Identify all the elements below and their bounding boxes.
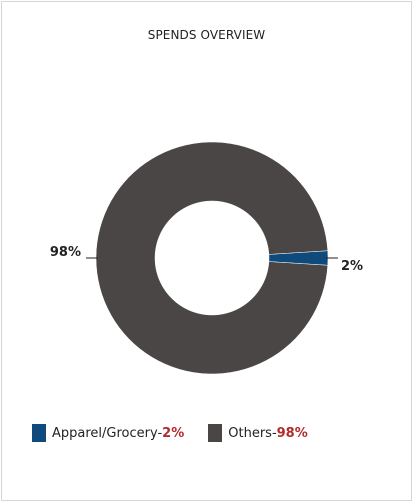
legend-separator: - [271,425,277,441]
legend-item-apparel-grocery[interactable]: Apparel/Grocery-2% [32,424,184,442]
legend-pct: 98% [276,425,308,441]
legend-separator: - [157,425,163,441]
legend-label-others: Others-98% [228,426,308,441]
data-label-others: 98% [50,245,81,260]
chart-title: SPENDS OVERVIEW [147,28,266,42]
donut-slice-others[interactable] [95,141,329,375]
legend-swatch-apparel-grocery [32,424,46,442]
legend-pct: 2% [162,425,185,441]
legend-name: Apparel/Grocery [52,425,158,441]
legend-name: Others [228,425,272,441]
data-label-apparel-grocery: 2% [341,259,363,274]
chart-legend: Apparel/Grocery-2% Others-98% [32,424,308,442]
legend-item-others[interactable]: Others-98% [208,424,308,442]
legend-label-apparel-grocery: Apparel/Grocery-2% [52,426,184,441]
legend-swatch-others [208,424,223,442]
